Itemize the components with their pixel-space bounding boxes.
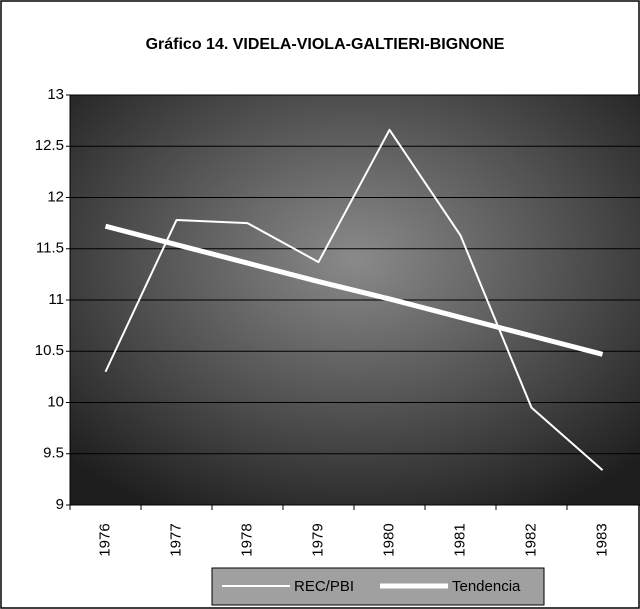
chart-title: Gráfico 14. VIDELA-VIOLA-GALTIERI-BIGNON… [146,36,505,53]
x-tick-label: 1977 [167,523,184,556]
y-tick-label: 10.5 [35,342,64,359]
y-tick-label: 9.5 [43,445,64,462]
x-tick-label: 1983 [593,523,610,556]
y-tick-label: 9 [56,496,64,513]
x-tick-label: 1980 [380,523,397,556]
x-tick-label: 1979 [309,523,326,556]
legend-label: Tendencia [452,578,521,595]
x-tick-label: 1982 [522,523,539,556]
y-tick-label: 12.5 [35,137,64,154]
y-tick-label: 13 [47,86,64,103]
x-tick-label: 1981 [451,523,468,556]
line-series [104,128,604,471]
x-tick-label: 1978 [238,523,255,556]
y-tick-label: 11 [48,291,64,308]
x-tick-label: 1976 [96,523,113,556]
legend-label: REC/PBI [294,578,354,595]
line-series [104,223,604,357]
y-tick-label: 12 [47,188,64,205]
y-tick-label: 11.5 [36,240,64,257]
y-tick-label: 10 [47,393,64,410]
